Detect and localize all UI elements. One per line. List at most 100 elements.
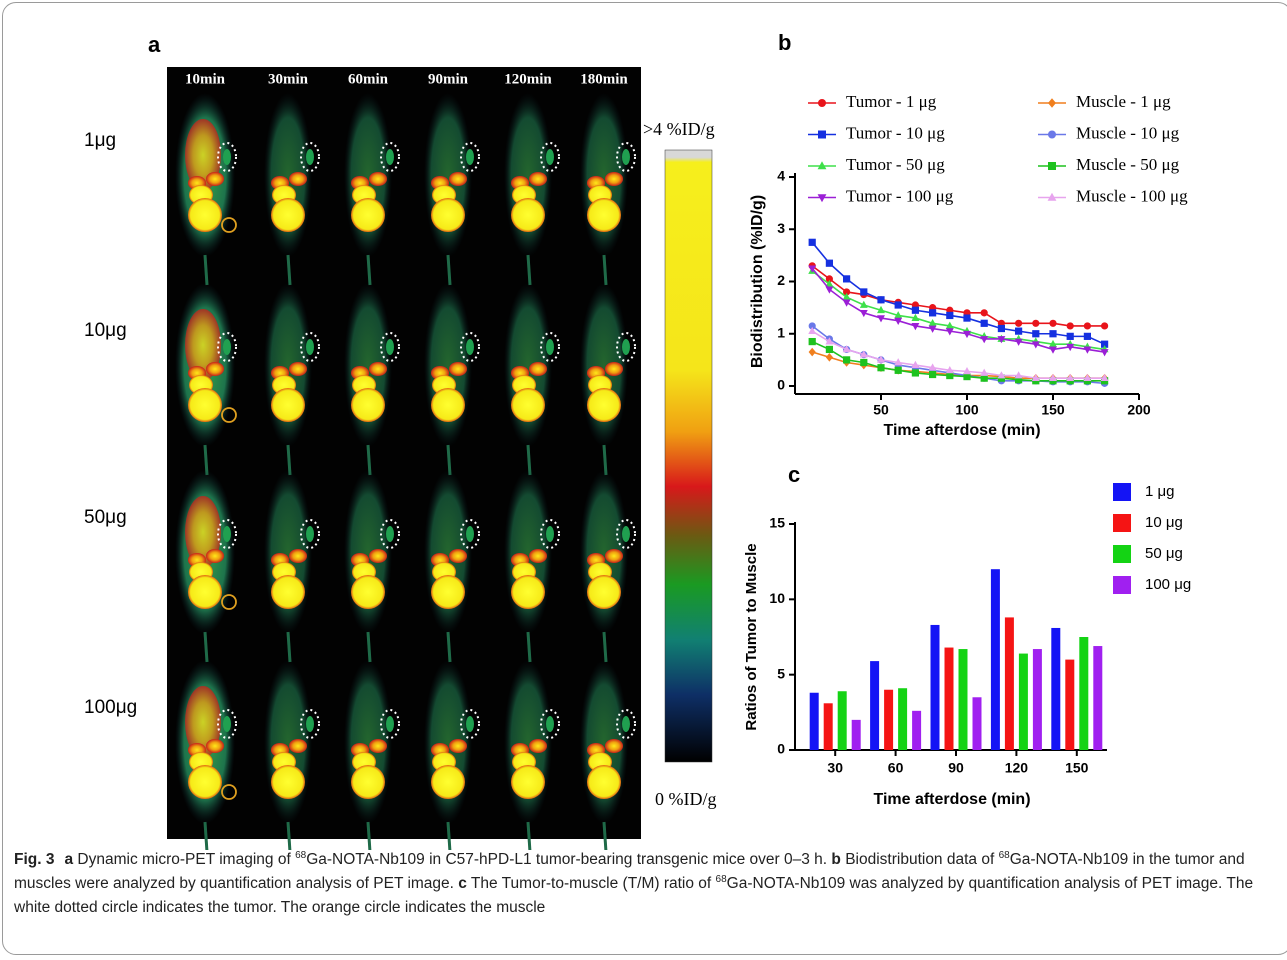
caption-sup: 68	[715, 873, 727, 885]
bladder	[511, 575, 545, 609]
kidney	[529, 172, 547, 186]
bar	[809, 692, 819, 750]
tumor-marker	[460, 142, 480, 172]
point	[1100, 373, 1109, 382]
tumor-marker	[616, 709, 636, 739]
panel-label: b	[778, 30, 791, 55]
y-tick-label: 5	[777, 665, 785, 681]
point	[1014, 371, 1023, 379]
tumor	[223, 149, 231, 165]
kidney	[449, 362, 467, 376]
y-tick-label: 0	[777, 741, 785, 757]
y-axis-title: Ratios of Tumor to Muscle	[743, 543, 760, 730]
tail	[286, 254, 292, 286]
tumor	[223, 526, 231, 542]
point	[825, 279, 834, 287]
time-label: 90min	[428, 71, 469, 87]
y-tick-label: 0	[777, 377, 785, 393]
point	[911, 323, 920, 331]
point	[877, 305, 885, 314]
point	[1047, 192, 1057, 201]
kidney	[289, 362, 307, 376]
bladder	[511, 388, 545, 422]
x-tick-label: 200	[1127, 402, 1151, 418]
x-tick-label: 60	[888, 760, 904, 776]
point	[825, 337, 834, 345]
tail	[203, 444, 209, 476]
point	[859, 350, 868, 358]
x-tick-label: 150	[1041, 402, 1065, 418]
point	[929, 309, 937, 317]
point	[1048, 162, 1056, 170]
point	[1049, 339, 1057, 348]
point	[928, 363, 937, 371]
kidney	[605, 549, 623, 563]
point	[808, 337, 816, 346]
point	[894, 311, 903, 319]
x-axis-title: Time afterdose (min)	[873, 791, 1030, 808]
point	[1049, 330, 1057, 338]
point	[1049, 373, 1057, 382]
point	[945, 321, 954, 329]
point	[1049, 319, 1057, 327]
bladder	[271, 198, 305, 232]
tumor-marker	[460, 332, 480, 362]
panel-label: c	[788, 462, 800, 487]
tail	[203, 821, 209, 850]
bar	[1032, 649, 1042, 750]
point	[1083, 322, 1091, 330]
legend-label: Muscle - 10 μg	[1076, 123, 1180, 142]
bar	[912, 710, 922, 750]
bladder	[431, 198, 465, 232]
tail	[446, 254, 452, 286]
y-tick-label: 10	[769, 590, 785, 606]
bladder	[511, 765, 545, 799]
point	[911, 306, 919, 314]
color-scale	[664, 149, 713, 763]
caption-bold: b	[831, 851, 841, 868]
tumor	[622, 339, 630, 355]
kidney	[449, 739, 467, 753]
tail	[366, 444, 372, 476]
point	[946, 371, 954, 380]
point	[928, 325, 937, 333]
legend-label: Tumor - 10 μg	[846, 123, 945, 142]
tumor	[306, 716, 314, 732]
time-label: 120min	[504, 71, 552, 87]
kidney	[529, 549, 547, 563]
bar	[1065, 659, 1075, 750]
tumor	[466, 149, 474, 165]
tail	[366, 254, 372, 286]
tumor-marker	[300, 709, 320, 739]
point	[1101, 340, 1109, 348]
tail	[602, 821, 608, 850]
caption-plain: Dynamic micro-PET imaging of	[73, 851, 296, 868]
bladder	[351, 198, 385, 232]
caption-sup: 68	[295, 849, 307, 861]
bladder	[431, 765, 465, 799]
y-tick-label: 1	[777, 324, 785, 340]
time-label: 60min	[348, 71, 389, 87]
point	[911, 313, 920, 321]
tumor-marker	[217, 709, 237, 739]
point	[1066, 343, 1075, 352]
tail	[286, 631, 292, 663]
point	[817, 194, 827, 203]
tail	[526, 821, 532, 850]
legend-swatch	[1113, 576, 1131, 594]
tumor-marker	[460, 709, 480, 739]
tumor	[546, 716, 554, 732]
point	[946, 311, 954, 320]
point	[825, 286, 834, 294]
point	[842, 299, 851, 307]
pet-background	[167, 67, 641, 839]
caption-plain: Ga-NOTA-Nb109 in the tumor and muscles w…	[14, 851, 1245, 892]
tail	[602, 631, 608, 663]
tumor	[386, 526, 394, 542]
point	[980, 336, 989, 344]
y-tick-label: 15	[769, 515, 785, 531]
scale-min-label: 0 %ID/g	[655, 789, 717, 809]
point	[980, 309, 988, 317]
tumor	[546, 526, 554, 542]
